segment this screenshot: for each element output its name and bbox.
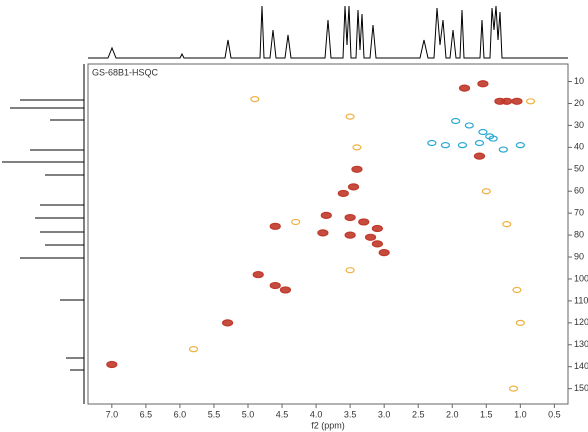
cross-peak [515, 142, 525, 149]
x-tick-label: 3.5 [344, 409, 357, 419]
y-tick-label: 40 [574, 142, 584, 152]
cross-peak [320, 211, 332, 219]
cross-peak [478, 128, 488, 136]
cross-peak [515, 319, 525, 326]
y-tick-label: 110 [574, 295, 588, 305]
cross-peak [378, 249, 390, 257]
plot-frame [87, 63, 569, 405]
cross-peak [351, 165, 363, 173]
cross-peak [250, 95, 260, 103]
cross-peak [511, 97, 523, 105]
y-tick-label: 70 [574, 208, 584, 218]
y-tick-label: 140 [574, 361, 588, 371]
y-tick-label: 120 [574, 317, 588, 327]
cross-peak [498, 146, 508, 153]
cross-peak [106, 360, 118, 369]
y-tick-label: 130 [574, 339, 588, 349]
cross-peak [317, 229, 329, 237]
y-tick-label: 90 [574, 251, 584, 261]
cross-peak [451, 117, 461, 125]
cross-peak [440, 142, 451, 149]
y-tick-label: 10 [574, 76, 584, 86]
x-tick-label: 7.0 [106, 409, 119, 419]
cross-peak [502, 221, 512, 228]
cross-peak [488, 135, 498, 142]
cross-peak [458, 84, 471, 92]
x-tick-label: 1.5 [480, 409, 493, 419]
cross-peak [481, 188, 491, 195]
cross-peak [347, 183, 360, 191]
cross-peak [512, 286, 522, 294]
x-tick-label: 6.5 [140, 409, 153, 419]
cross-peak [477, 80, 489, 88]
cross-peak [221, 319, 234, 327]
cross-peak [345, 267, 355, 274]
cross-peak [352, 144, 362, 151]
cross-peak [473, 152, 486, 160]
cross-peak [508, 385, 519, 392]
cross-peak [358, 218, 370, 226]
cross-peak [252, 270, 264, 279]
cross-peak [188, 346, 199, 353]
cross-peak [344, 231, 356, 239]
x-tick-label: 5.5 [208, 409, 221, 419]
y-tick-label: 30 [574, 120, 584, 130]
cross-peak [501, 97, 513, 105]
x-tick-label: 2.5 [412, 409, 425, 419]
x-tick-label: 4.5 [276, 409, 289, 419]
y-tick-label: 150 [574, 383, 588, 393]
f2-projection [88, 5, 568, 59]
x-tick-label: 6.0 [174, 409, 187, 419]
x-tick-label: 4.0 [310, 409, 323, 419]
y-tick-label: 60 [574, 186, 584, 196]
cross-peak [269, 281, 281, 290]
cross-peak [364, 233, 377, 241]
x-tick-label: 3.0 [378, 409, 391, 419]
cross-peak [464, 122, 474, 129]
cross-peak [371, 240, 383, 248]
y-tick-label: 50 [574, 164, 584, 174]
cross-peak [427, 139, 437, 147]
x-axis-label: f2 (ppm) [311, 420, 345, 430]
y-tick-label: 100 [574, 273, 588, 283]
y-tick-label: 20 [574, 98, 584, 108]
cross-peak [344, 213, 356, 222]
f1-projection [2, 64, 85, 404]
cross-peak [345, 113, 355, 120]
x-tick-label: 1.0 [514, 409, 527, 419]
chart-title: GS-68B1-HSQC [92, 67, 159, 77]
cross-peak [279, 286, 292, 294]
cross-peak [337, 189, 349, 198]
cross-peak [474, 139, 485, 147]
y-tick-label: 80 [574, 229, 584, 239]
cross-peak [525, 98, 536, 105]
cross-peak [371, 224, 383, 233]
cross-peak [291, 218, 301, 226]
x-tick-label: 2.0 [446, 409, 459, 419]
x-tick-label: 0.5 [548, 409, 561, 419]
x-tick-label: 5.0 [242, 409, 255, 419]
cross-peak [457, 142, 468, 149]
cross-peak [269, 222, 281, 230]
